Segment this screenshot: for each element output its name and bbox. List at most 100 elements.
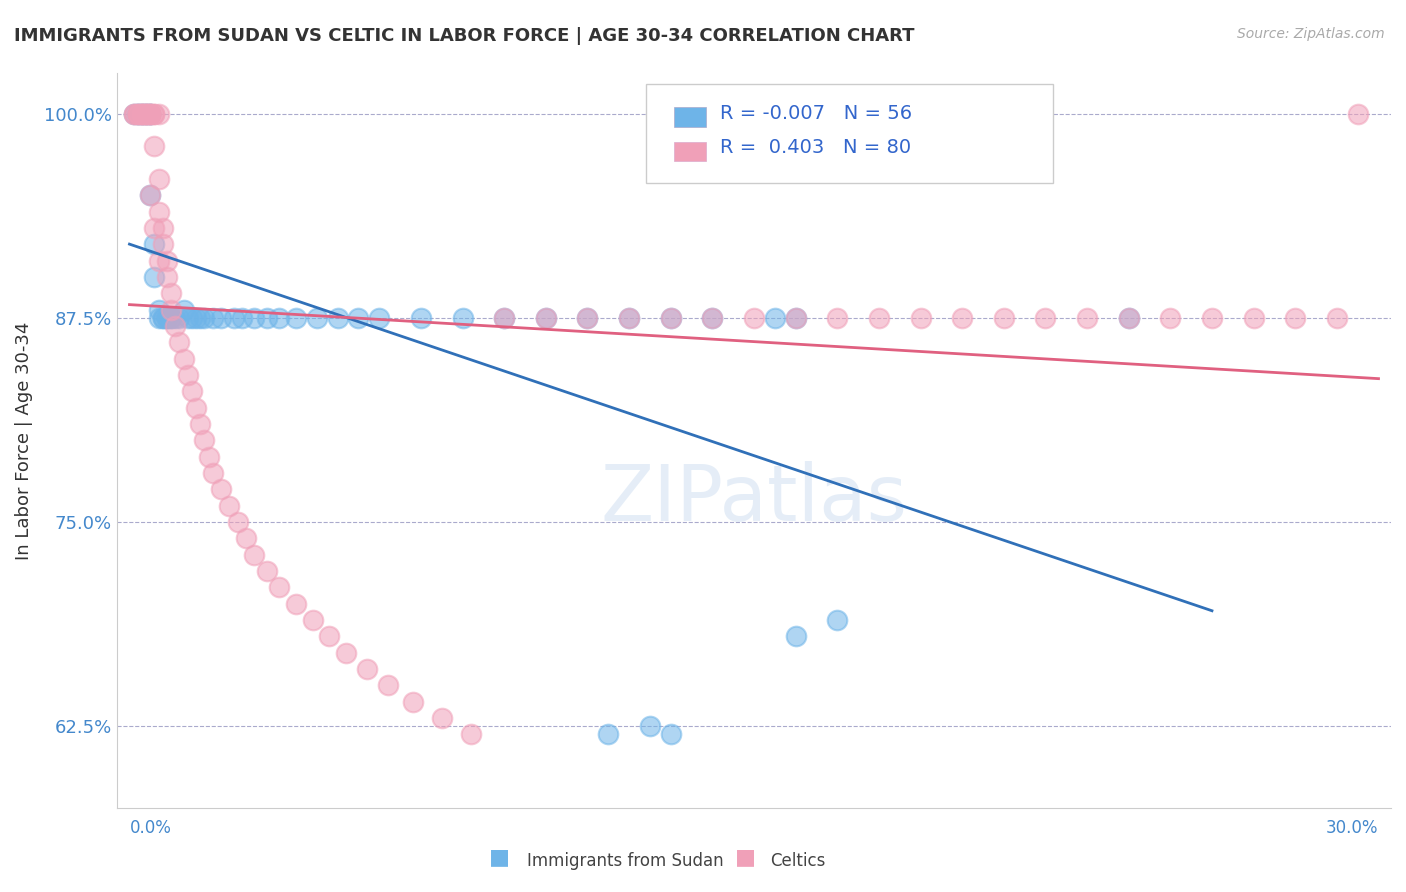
Point — [785, 310, 807, 325]
Point — [139, 107, 162, 121]
Point — [131, 107, 153, 121]
Point — [638, 719, 661, 733]
Point — [256, 310, 278, 325]
Bar — [673, 107, 706, 127]
Point — [143, 107, 166, 121]
Point — [356, 662, 378, 676]
Point — [598, 727, 620, 741]
Point — [1076, 310, 1098, 325]
Point — [201, 310, 224, 325]
Point — [285, 310, 308, 325]
Point — [156, 253, 179, 268]
Point — [180, 310, 202, 325]
Point — [742, 310, 765, 325]
Point — [177, 310, 200, 325]
Point — [197, 450, 219, 464]
Point — [131, 107, 153, 121]
Point — [285, 597, 308, 611]
Point — [825, 613, 848, 627]
Point — [122, 107, 145, 121]
Point — [135, 107, 157, 121]
Point — [131, 107, 153, 121]
Point — [148, 107, 170, 121]
Point — [127, 107, 149, 121]
Point — [131, 107, 153, 121]
Point — [143, 221, 166, 235]
Point — [184, 401, 207, 415]
Point — [127, 107, 149, 121]
Text: Celtics: Celtics — [770, 852, 825, 870]
Point — [143, 139, 166, 153]
Point — [617, 310, 640, 325]
Point — [534, 310, 557, 325]
Point — [127, 107, 149, 121]
Text: ZIPatlas: ZIPatlas — [600, 461, 907, 537]
Point — [702, 310, 724, 325]
Text: ■: ■ — [735, 847, 755, 867]
Point — [135, 107, 157, 121]
Point — [148, 204, 170, 219]
Point — [950, 310, 973, 325]
Point — [184, 310, 207, 325]
Point — [256, 564, 278, 578]
Point — [152, 310, 174, 325]
Point — [127, 107, 149, 121]
Point — [368, 310, 391, 325]
Point — [143, 237, 166, 252]
Text: ■: ■ — [489, 847, 509, 867]
Point — [148, 172, 170, 186]
Point — [460, 727, 482, 741]
Point — [269, 310, 291, 325]
Point — [430, 711, 453, 725]
Point — [139, 188, 162, 202]
Point — [617, 310, 640, 325]
Bar — [673, 142, 706, 161]
Text: Source: ZipAtlas.com: Source: ZipAtlas.com — [1237, 27, 1385, 41]
Point — [156, 310, 179, 325]
Point — [305, 310, 328, 325]
Point — [825, 310, 848, 325]
Point — [160, 310, 183, 325]
Point — [1347, 107, 1369, 121]
Point — [910, 310, 932, 325]
Point — [188, 310, 211, 325]
Point — [218, 499, 240, 513]
Text: IMMIGRANTS FROM SUDAN VS CELTIC IN LABOR FORCE | AGE 30-34 CORRELATION CHART: IMMIGRANTS FROM SUDAN VS CELTIC IN LABOR… — [14, 27, 914, 45]
Point — [165, 319, 187, 334]
Point — [173, 302, 195, 317]
FancyBboxPatch shape — [645, 84, 1053, 183]
Point — [152, 221, 174, 235]
Point — [868, 310, 890, 325]
Point — [269, 580, 291, 594]
Point — [165, 310, 187, 325]
Point — [318, 629, 340, 643]
Point — [139, 107, 162, 121]
Point — [377, 678, 399, 692]
Point — [177, 368, 200, 382]
Point — [1159, 310, 1181, 325]
Point — [122, 107, 145, 121]
Point — [160, 310, 183, 325]
Point — [135, 107, 157, 121]
Point — [785, 629, 807, 643]
Point — [156, 270, 179, 285]
Point — [235, 532, 257, 546]
Point — [222, 310, 245, 325]
Point — [409, 310, 432, 325]
Point — [143, 107, 166, 121]
Point — [1118, 310, 1140, 325]
Text: 30.0%: 30.0% — [1326, 819, 1378, 837]
Point — [243, 310, 266, 325]
Point — [143, 270, 166, 285]
Point — [1201, 310, 1223, 325]
Point — [173, 351, 195, 366]
Point — [301, 613, 323, 627]
Point — [209, 310, 232, 325]
Point — [156, 310, 179, 325]
Point — [226, 515, 249, 529]
Point — [401, 695, 423, 709]
Point — [169, 310, 191, 325]
Point — [139, 188, 162, 202]
Point — [160, 286, 183, 301]
Point — [785, 310, 807, 325]
